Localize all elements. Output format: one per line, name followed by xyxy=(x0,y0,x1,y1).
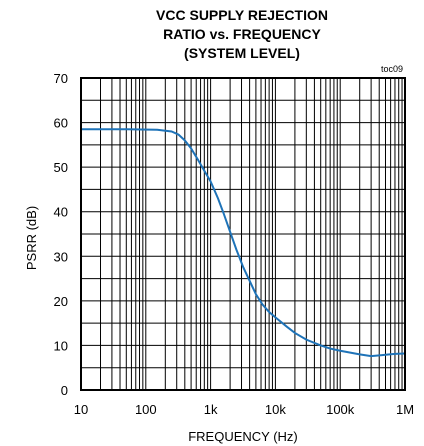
chart-title-line-3: (SYSTEM LEVEL) xyxy=(184,45,300,61)
plot-frame xyxy=(80,77,406,391)
y-tick-label: 10 xyxy=(54,338,68,353)
figure-code: toc09 xyxy=(381,64,403,74)
y-tick-label: 0 xyxy=(61,383,68,398)
x-axis-label: FREQUENCY (Hz) xyxy=(188,429,298,444)
y-tick-label: 40 xyxy=(54,205,68,220)
x-axis-ticks: 10 100 1k 10k 100k 1M xyxy=(74,402,414,417)
x-tick-label: 1k xyxy=(204,402,218,417)
y-tick-label: 50 xyxy=(54,160,68,175)
psrr-series-line xyxy=(81,128,406,358)
x-tick-label: 1M xyxy=(396,402,414,417)
x-tick-label: 10k xyxy=(265,402,286,417)
grid xyxy=(81,78,405,390)
y-tick-label: 20 xyxy=(54,294,68,309)
chart-title-line-1: VCC SUPPLY REJECTION xyxy=(156,7,328,23)
y-tick-label: 70 xyxy=(54,71,68,86)
chart-title-line-2: RATIO vs. FREQUENCY xyxy=(163,26,321,42)
y-axis-ticks: 0 10 20 30 40 50 60 70 xyxy=(54,71,68,398)
y-axis-label: PSRR (dB) xyxy=(24,206,39,270)
x-tick-label: 10 xyxy=(74,402,88,417)
x-tick-label: 100k xyxy=(326,402,355,417)
y-tick-label: 30 xyxy=(54,249,68,264)
x-tick-label: 100 xyxy=(135,402,157,417)
y-tick-label: 60 xyxy=(54,116,68,131)
